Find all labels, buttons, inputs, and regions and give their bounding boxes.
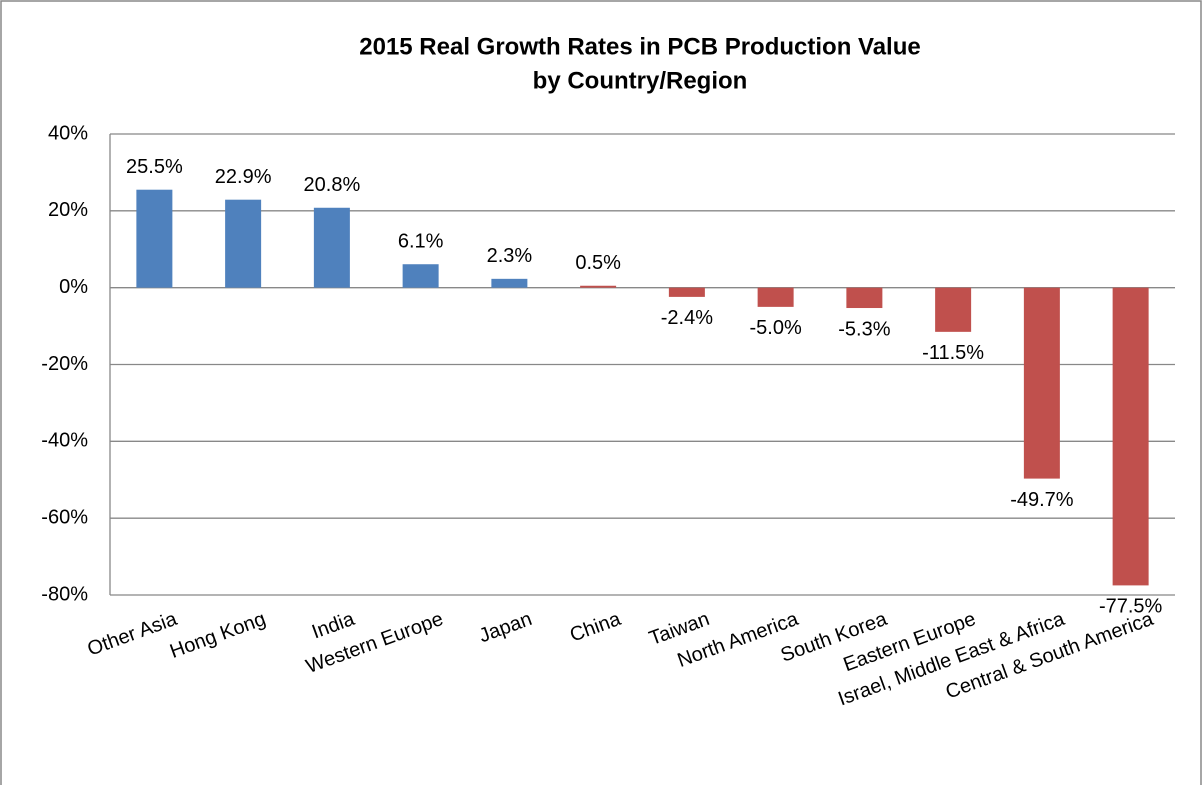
bar xyxy=(846,287,883,309)
bar xyxy=(402,264,439,288)
y-tick-label: 20% xyxy=(48,199,88,221)
y-tick-label: -80% xyxy=(41,583,88,605)
value-label: -77.5% xyxy=(1099,596,1163,618)
bar xyxy=(668,287,705,297)
value-label: 22.9% xyxy=(215,166,272,188)
bar xyxy=(313,207,350,288)
value-label: 0.5% xyxy=(575,252,621,274)
y-tick-label: -60% xyxy=(41,506,88,528)
bar xyxy=(757,287,794,307)
bar xyxy=(1112,287,1149,586)
value-label: 2.3% xyxy=(487,245,533,267)
bar xyxy=(136,189,173,288)
bar xyxy=(580,285,617,288)
value-label: -49.7% xyxy=(1010,489,1074,511)
bar xyxy=(935,287,972,332)
chart-title: by Country/Region xyxy=(533,67,748,94)
value-label: 6.1% xyxy=(398,231,444,253)
value-label: -5.3% xyxy=(838,318,890,340)
y-tick-label: 40% xyxy=(48,122,88,144)
value-label: 20.8% xyxy=(304,174,361,196)
bar xyxy=(491,278,528,288)
y-tick-label: -20% xyxy=(41,353,88,375)
bar xyxy=(1023,287,1060,479)
y-tick-label: 0% xyxy=(59,276,88,298)
value-label: 25.5% xyxy=(126,156,183,178)
y-tick-label: -40% xyxy=(41,430,88,452)
value-label: -11.5% xyxy=(922,342,984,364)
value-label: -5.0% xyxy=(750,317,802,339)
bar xyxy=(225,199,262,288)
value-label: -2.4% xyxy=(661,307,713,329)
chart-title: 2015 Real Growth Rates in PCB Production… xyxy=(359,33,920,60)
